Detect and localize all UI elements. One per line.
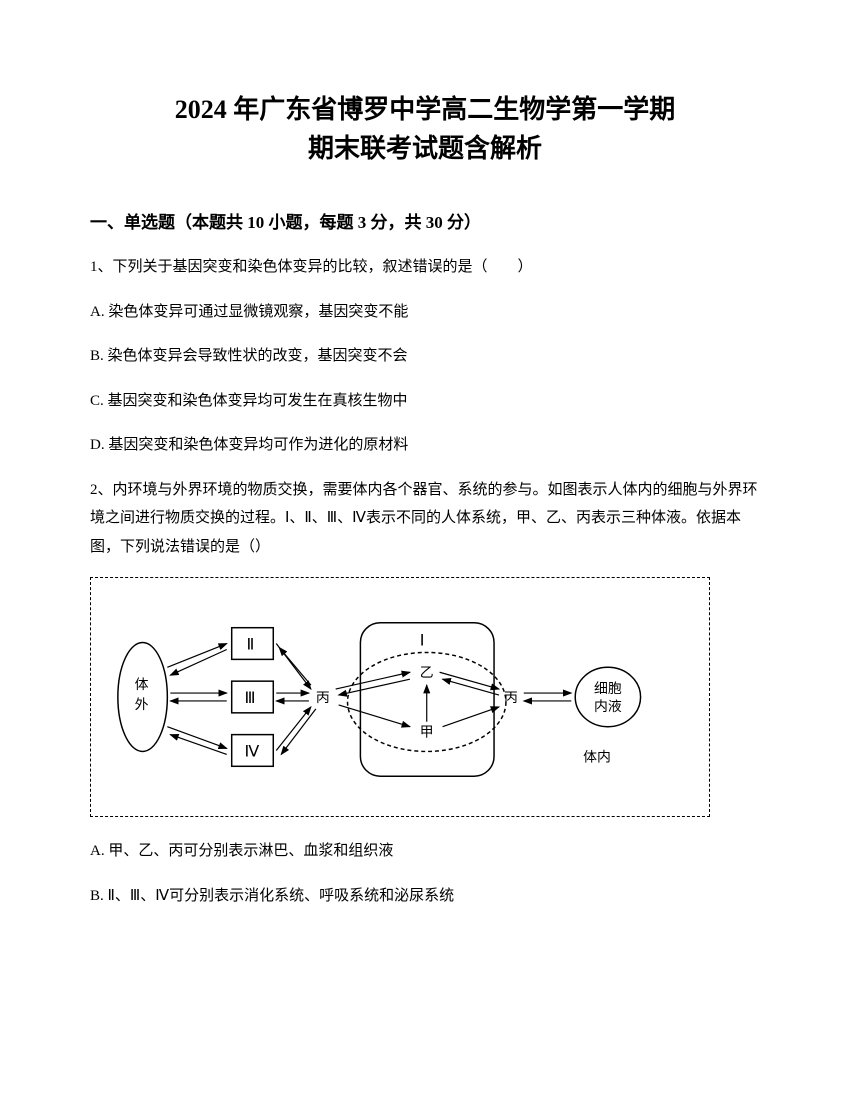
bing-left: 丙: [316, 690, 330, 705]
arrow: [336, 672, 410, 689]
q1-opt-d: D. 基因突变和染色体变异均可作为进化的原材料: [90, 431, 760, 460]
tiwai-label-2: 外: [135, 697, 149, 712]
jia-label: 甲: [420, 725, 434, 740]
xibao-ellipse: [575, 667, 640, 726]
q2-stem: 2、内环境与外界环境的物质交换，需要体内各个器官、系统的参与。如图表示人体内的细…: [90, 476, 760, 562]
q1-stem: 1、下列关于基因突变和染色体变异的比较，叙述错误的是（ ）: [90, 253, 760, 282]
tiwai-label-1: 体: [135, 677, 149, 692]
arrow: [339, 705, 410, 727]
q1-opt-b: B. 染色体变异会导致性状的改变，基因突变不会: [90, 342, 760, 371]
roman-i: Ⅰ: [420, 633, 425, 650]
section-header: 一、单选题（本题共 10 小题，每题 3 分，共 30 分）: [90, 208, 760, 233]
arrow: [276, 707, 311, 751]
q1-opt-c: C. 基因突变和染色体变异均可发生在真核生物中: [90, 387, 760, 416]
q1-opt-a: A. 染色体变异可通过显微镜观察，基因突变不能: [90, 298, 760, 327]
title-line-2: 期末联考试题含解析: [90, 129, 760, 168]
document-title: 2024 年广东省博罗中学高二生物学第一学期 期末联考试题含解析: [90, 90, 760, 168]
arrow: [281, 709, 316, 755]
xibao-label-1: 细胞: [594, 681, 622, 696]
xibao-label-2: 内液: [594, 699, 622, 714]
diagram-container: 体 外 Ⅱ Ⅲ Ⅳ 丙 Ⅰ 乙 甲: [90, 577, 710, 817]
arrow: [279, 648, 311, 686]
title-line-1: 2024 年广东省博罗中学高二生物学第一学期: [90, 90, 760, 129]
q2-opt-a: A. 甲、乙、丙可分别表示淋巴、血浆和组织液: [90, 837, 760, 866]
arrow: [167, 644, 226, 668]
arrow: [339, 679, 410, 695]
arrow: [167, 727, 226, 749]
tinei-label: 体内: [583, 749, 611, 764]
roman-iii: Ⅲ: [245, 690, 256, 707]
roman-ii: Ⅱ: [247, 636, 255, 653]
biology-diagram: 体 外 Ⅱ Ⅲ Ⅳ 丙 Ⅰ 乙 甲: [111, 598, 689, 796]
q2-opt-b: B. Ⅱ、Ⅲ、Ⅳ可分别表示消化系统、呼吸系统和泌尿系统: [90, 882, 760, 911]
bing-right: 丙: [504, 690, 518, 705]
roman-iv: Ⅳ: [245, 743, 260, 760]
arrow: [443, 707, 499, 727]
yi-label: 乙: [420, 665, 434, 680]
